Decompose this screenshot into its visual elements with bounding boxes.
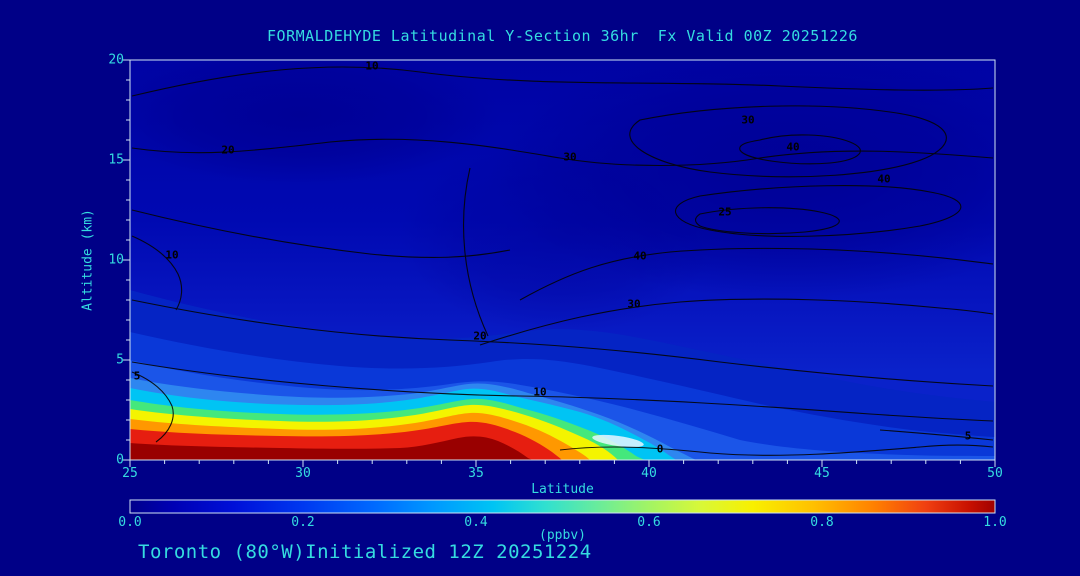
x-axis-label: Latitude bbox=[531, 482, 594, 497]
colorbar-tick-label: 0.0 bbox=[118, 515, 142, 530]
colorbar-units-label: (ppbv) bbox=[539, 528, 586, 543]
y-axis-ticks bbox=[123, 59, 130, 461]
colorbar-tick-label: 0.4 bbox=[464, 515, 488, 530]
y-tick-label: 0 bbox=[116, 452, 124, 468]
x-tick-label: 25 bbox=[122, 466, 138, 481]
x-axis-ticks bbox=[129, 460, 996, 467]
colorbar bbox=[129, 499, 996, 514]
y-tick-label: 10 bbox=[108, 252, 124, 268]
colorbar-tick-label: 0.2 bbox=[291, 515, 315, 530]
x-tick-label: 45 bbox=[814, 466, 830, 481]
colorbar-tick-label: 0.8 bbox=[810, 515, 834, 530]
filled-contour-field bbox=[130, 60, 995, 460]
station-init-caption: Toronto (80°W)Initialized 12Z 20251224 bbox=[138, 541, 592, 563]
x-tick-label: 40 bbox=[641, 466, 657, 481]
y-tick-label: 15 bbox=[108, 152, 124, 168]
x-tick-label: 30 bbox=[295, 466, 311, 481]
x-tick-label: 35 bbox=[468, 466, 484, 481]
pale-wisp bbox=[592, 434, 644, 448]
colorbar-tick-label: 1.0 bbox=[983, 515, 1007, 530]
x-tick-label: 50 bbox=[987, 466, 1003, 481]
overlay-contour-lines bbox=[131, 66, 994, 456]
y-tick-label: 5 bbox=[116, 352, 124, 368]
plot-title: FORMALDEHYDE Latitudinal Y-Section 36hr … bbox=[267, 27, 858, 45]
colorbar-tick-label: 0.6 bbox=[637, 515, 661, 530]
y-tick-label: 20 bbox=[108, 52, 124, 68]
